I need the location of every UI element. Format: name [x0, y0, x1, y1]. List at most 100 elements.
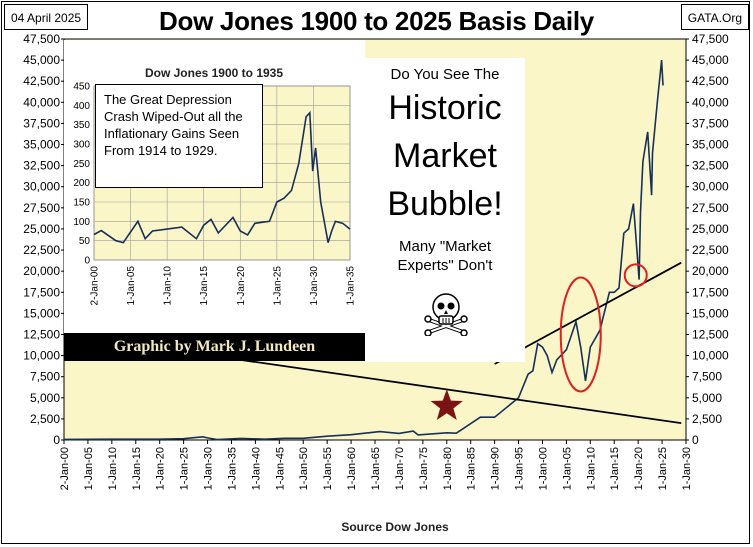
y-tick-label-left: 42,500: [23, 74, 60, 88]
y-tick-label-right: 42,500: [692, 74, 729, 88]
x-tick-label: 1-Jan-85: [466, 447, 478, 490]
date-badge: 04 April 2025: [4, 4, 89, 30]
x-tick-label: 1-Jan-30: [203, 447, 215, 490]
y-tick-label-right: 0: [692, 433, 699, 447]
y-tick-label-right: 37,500: [692, 116, 729, 130]
x-tick-label: 1-Jan-05: [83, 447, 95, 490]
y-tick-label-right: 17,500: [692, 285, 729, 299]
x-tick-label: 1-Jan-60: [346, 447, 358, 490]
y-tick-label-right: 45,000: [692, 53, 729, 67]
x-tick-label: 1-Jan-25: [179, 447, 191, 490]
inset-y-axis: 0 50 100 150 200 250 300 350 400 450: [73, 82, 90, 267]
x-tick-label: 1-Jan-20: [155, 447, 167, 490]
y-tick-label-right: 32,500: [692, 159, 729, 173]
y-tick-label-left: 25,000: [23, 222, 60, 236]
y-tick-label-right: 35,000: [692, 138, 729, 152]
y-axis-right: 0 2,500 5,000 7,500 10,000 12,500 15,000 17,500…: [686, 32, 729, 447]
x-tick-label: 1-Jan-45: [274, 447, 286, 490]
bubble-word-market: Market: [393, 137, 497, 175]
skull-crossbones-icon: [424, 293, 468, 336]
x-tick-label: 1-Jan-70: [394, 447, 406, 490]
bubble-word-bubble: Bubble!: [387, 185, 503, 223]
y-tick-label-left: 47,500: [23, 32, 60, 46]
inset-x-axis: 2-Jan-00 1-Jan-05 1-Jan-10 1-Jan-15 1-Jan-20…: [90, 266, 357, 306]
y-tick-label-right: 20,000: [692, 264, 729, 278]
y-tick-label-left: 7,500: [30, 370, 60, 384]
y-tick-label-left: 5,000: [30, 391, 60, 405]
y-axis-left: 0 2,500 5,000 7,500 10,000 12,500 15,000 17,500…: [23, 32, 64, 447]
inset-y-tick-label: 250: [73, 159, 90, 170]
y-tick-label-left: 45,000: [23, 53, 60, 67]
y-tick-label-left: 35,000: [23, 138, 60, 152]
x-tick-label: 1-Jan-80: [442, 447, 454, 490]
y-tick-label-right: 2,500: [692, 412, 722, 426]
site-badge: GATA.Org: [680, 4, 749, 30]
y-tick-label-left: 20,000: [23, 264, 60, 278]
y-tick-label-right: 30,000: [692, 180, 729, 194]
inset-y-tick-label: 200: [73, 178, 90, 189]
x-tick-label: 1-Jan-95: [514, 447, 526, 490]
y-tick-label-left: 32,500: [23, 159, 60, 173]
x-tick-label: 1-Jan-65: [370, 447, 382, 490]
x-tick-label: 1-Jan-40: [250, 447, 262, 490]
x-tick-label: 1-Jan-05: [561, 447, 573, 490]
x-tick-label: 1-Jan-20: [633, 447, 645, 490]
inset-y-tick-label: 300: [73, 140, 90, 151]
inset-x-tick-label: 1-Jan-20: [236, 266, 247, 306]
inset-y-tick-label: 0: [84, 256, 90, 267]
y-tick-label-right: 27,500: [692, 201, 729, 215]
y-tick-label-right: 25,000: [692, 222, 729, 236]
y-tick-label-right: 47,500: [692, 32, 729, 46]
y-tick-label-left: 10,000: [23, 349, 60, 363]
y-tick-label-right: 15,000: [692, 306, 729, 320]
inset-x-tick-label: 2-Jan-00: [90, 266, 101, 306]
bubble-question: Do You See The: [390, 66, 500, 83]
inset-x-tick-label: 1-Jan-35: [346, 266, 357, 306]
inset-y-tick-label: 100: [73, 217, 90, 228]
inset-title: Dow Jones 1900 to 1935: [145, 66, 283, 80]
inset-x-tick-label: 1-Jan-15: [199, 266, 210, 306]
bubble-circle-2020: [623, 263, 648, 288]
inset-y-tick-label: 150: [73, 198, 90, 209]
inset-x-tick-label: 1-Jan-25: [272, 266, 283, 306]
y-tick-label-left: 37,500: [23, 116, 60, 130]
x-tick-label: 1-Jan-15: [131, 447, 143, 490]
y-tick-label-left: 22,500: [23, 243, 60, 257]
star-marker: [430, 389, 463, 420]
x-tick-label: 1-Jan-55: [322, 447, 334, 490]
x-tick-label: 1-Jan-35: [226, 447, 238, 490]
y-tick-label-left: 17,500: [23, 285, 60, 299]
inset-series-line: [93, 110, 351, 244]
series-line-dow: [63, 60, 664, 441]
x-tick-label: 1-Jan-10: [107, 447, 119, 490]
y-tick-label-left: 0: [53, 433, 60, 447]
bubble-panel: Do You See The Historic Market Bubble! M…: [365, 58, 525, 362]
bubble-sub-line-1: Many "Market: [398, 238, 491, 255]
inset-y-tick-label: 350: [73, 120, 90, 131]
x-axis-title: Source Dow Jones: [341, 520, 449, 534]
x-tick-label: 1-Jan-25: [657, 447, 669, 490]
y-tick-label-left: 2,500: [30, 412, 60, 426]
chart-title: Dow Jones 1900 to 2025 Basis Daily: [159, 6, 594, 36]
inset-y-tick-label: 50: [79, 236, 91, 247]
x-tick-label: 1-Jan-75: [418, 447, 430, 490]
x-tick-label: 1-Jan-50: [298, 447, 310, 490]
x-tick-label: 1-Jan-00: [537, 447, 549, 490]
y-tick-label-left: 30,000: [23, 180, 60, 194]
x-axis: 2-Jan-00 1-Jan-05 1-Jan-10 1-Jan-15 1-Jan-20…: [59, 440, 693, 490]
trend-line-1: [494, 261, 682, 365]
bubble-circle-2008: [559, 276, 602, 393]
x-tick-label: 2-Jan-00: [59, 447, 71, 490]
inset-x-tick-label: 1-Jan-05: [126, 266, 137, 306]
inset-y-tick-label: 450: [73, 82, 90, 93]
y-tick-label-right: 40,000: [692, 95, 729, 109]
credit-bar: Graphic by Mark J. Lundeen: [64, 333, 365, 361]
y-tick-label-right: 7,500: [692, 370, 722, 384]
bubble-word-historic: Historic: [388, 89, 502, 127]
x-tick-label: 1-Jan-10: [585, 447, 597, 490]
bubble-sub-line-2: Experts" Don't: [397, 257, 493, 274]
inset-x-tick-label: 1-Jan-30: [309, 266, 320, 306]
depression-note: The Great Depression Crash Wiped-Out all…: [95, 84, 263, 188]
y-tick-label-right: 22,500: [692, 243, 729, 257]
x-tick-label: 1-Jan-30: [681, 447, 693, 490]
